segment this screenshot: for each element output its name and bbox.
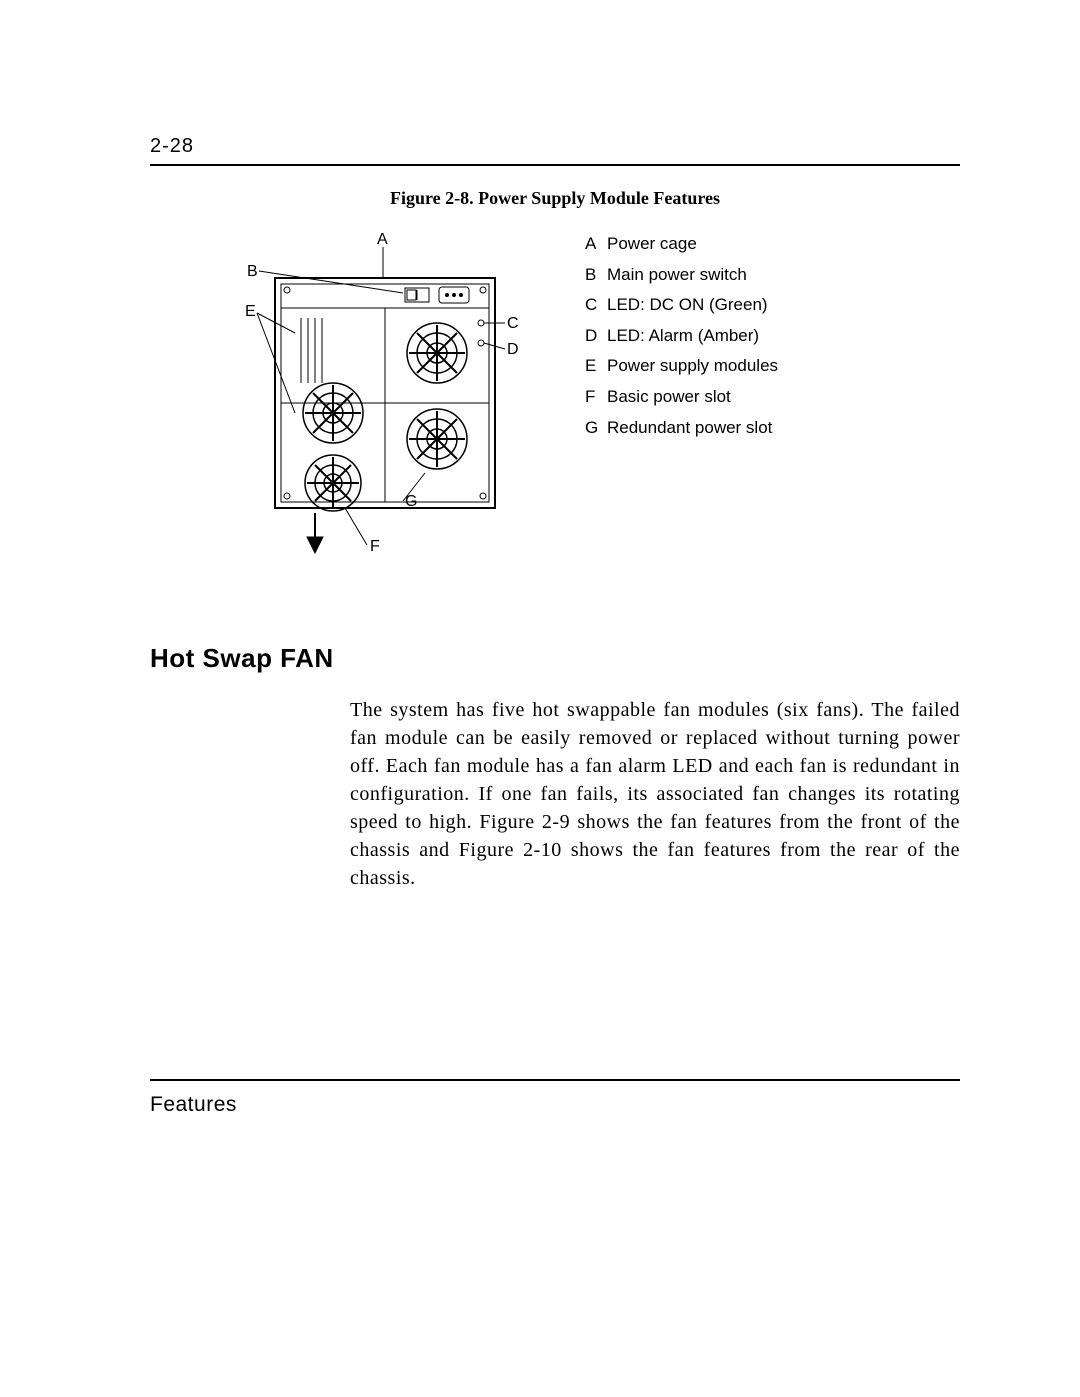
- footer-rule: [150, 1079, 960, 1081]
- section-body: The system has five hot swappable fan mo…: [350, 696, 960, 892]
- legend-item: FBasic power slot: [585, 382, 778, 413]
- diagram-svg: [205, 223, 525, 573]
- legend-item: BMain power switch: [585, 260, 778, 291]
- legend-item: DLED: Alarm (Amber): [585, 321, 778, 352]
- legend-item: EPower supply modules: [585, 351, 778, 382]
- page-number: 2-28: [150, 135, 960, 158]
- legend-item: GRedundant power slot: [585, 413, 778, 444]
- legend-item: APower cage: [585, 229, 778, 260]
- page-footer: Features: [150, 1079, 960, 1117]
- figure-row: A B C D E F G: [205, 223, 960, 573]
- header-rule: [150, 164, 960, 166]
- power-supply-diagram: A B C D E F G: [205, 223, 525, 573]
- footer-text: Features: [150, 1093, 960, 1117]
- figure-legend: APower cage BMain power switch CLED: DC …: [585, 223, 778, 573]
- legend-item: CLED: DC ON (Green): [585, 290, 778, 321]
- section-title: Hot Swap FAN: [150, 643, 960, 674]
- figure-caption: Figure 2-8. Power Supply Module Features: [150, 188, 960, 209]
